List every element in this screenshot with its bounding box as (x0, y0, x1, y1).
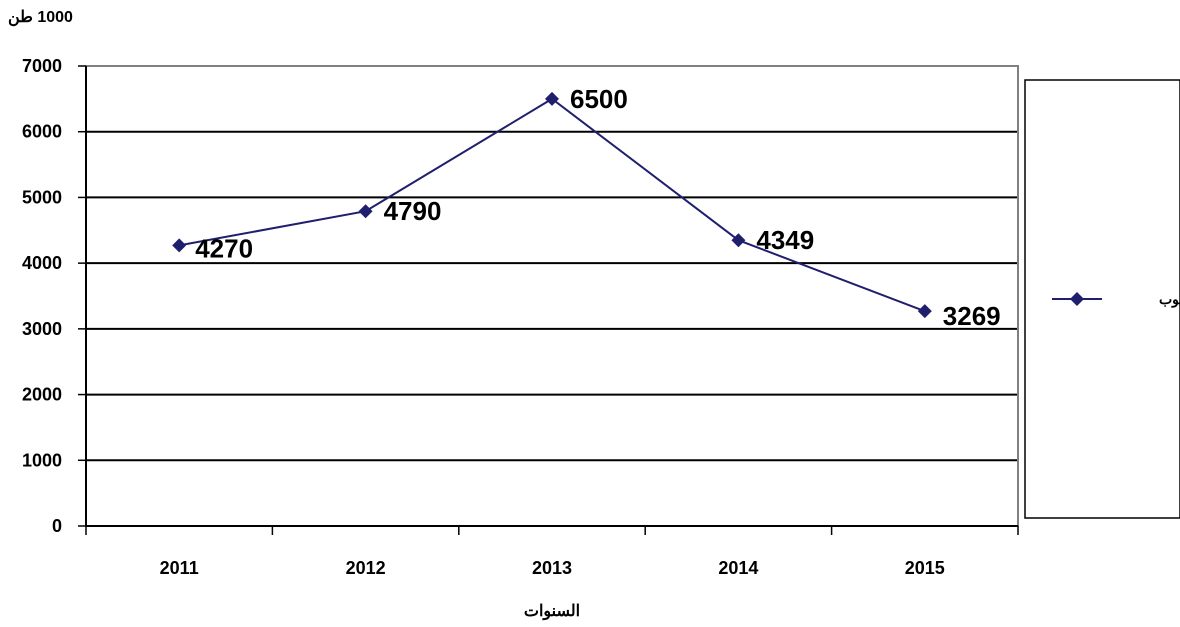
plot-area-frame (85, 65, 1019, 527)
y-tick-label: 1000 (22, 450, 62, 470)
data-label: 4790 (384, 196, 442, 226)
y-tick-label: 3000 (22, 319, 62, 339)
data-point-marker (731, 233, 746, 248)
data-point-marker (545, 91, 559, 106)
x-axis: 2011 2012 2013 2014 2015 (85, 66, 1019, 578)
x-tick-label: 2014 (718, 558, 758, 578)
data-label: 4270 (195, 233, 253, 263)
legend: الحبوب (1024, 79, 1180, 519)
x-tick-label: 2015 (905, 558, 945, 578)
data-point-marker (358, 204, 373, 219)
data-labels: 4270 4790 6500 4349 3269 (195, 84, 1000, 331)
x-axis-title: السنوات (524, 603, 580, 621)
data-label: 6500 (570, 84, 628, 114)
legend-box (1024, 79, 1180, 519)
y-axis-title: 1000 طن (8, 9, 73, 27)
data-label: 4349 (756, 225, 814, 255)
series-grains (172, 91, 932, 319)
legend-diamond-marker (1070, 292, 1084, 306)
y-tick-label: 5000 (22, 187, 62, 207)
series-line (179, 97, 926, 313)
data-point-marker (917, 304, 932, 319)
y-tick-label: 6000 (22, 122, 62, 142)
legend-label: الحبوب (1159, 291, 1180, 308)
x-tick-label: 2013 (532, 558, 572, 578)
y-tick-label: 7000 (22, 56, 62, 76)
x-tick-label: 2011 (160, 558, 199, 578)
y-tick-label: 4000 (22, 253, 62, 273)
data-point-marker (172, 238, 187, 253)
y-axis: 0 1000 2000 3000 4000 5000 6000 7000 (22, 56, 86, 536)
y-tick-label: 0 (52, 516, 62, 536)
data-label: 3269 (943, 301, 1001, 331)
gridlines (86, 130, 1018, 462)
y-tick-label: 2000 (22, 385, 62, 405)
x-tick-label: 2012 (346, 558, 386, 578)
